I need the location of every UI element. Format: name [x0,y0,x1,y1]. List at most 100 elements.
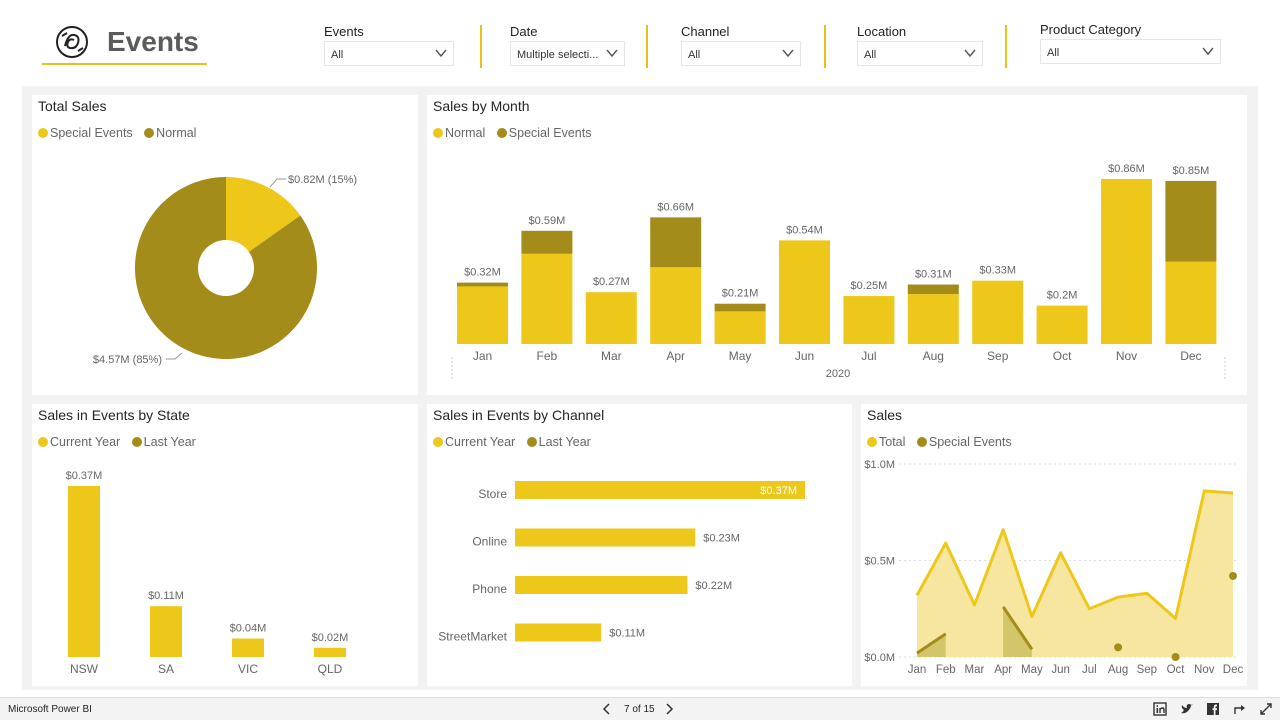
bar-current-year[interactable] [515,528,696,547]
card-sales-by-state[interactable]: Sales in Events by State Current Year La… [32,404,418,686]
leader-line [269,178,286,188]
point-special-events[interactable] [1229,571,1237,580]
column-chart: $0.37M NSW $0.11M SA $0.04M VIC $0.02M QLD [66,470,349,676]
legend-dot [38,437,48,447]
x-tick-label: SA [158,662,174,676]
bar-current-year[interactable] [150,606,182,657]
area-chart: $1.0M $0.5M $0.0M Jan Feb Mar Apr May Jun Jul Aug S… [864,459,1243,676]
legend-dot [867,437,877,447]
bar-current-year[interactable] [68,486,100,657]
data-label: $0.31M [915,269,952,281]
legend-item[interactable]: Normal [144,126,196,140]
legend-label: Last Year [538,435,591,449]
legend-dot [38,128,48,138]
data-label: $0.37M [66,470,103,482]
card-title: Sales in Events by Channel [433,407,605,423]
legend-dot [496,128,507,138]
bar-current-year[interactable] [515,576,688,594]
x-tick-label: Dec [1180,349,1201,363]
card-sales-by-month[interactable]: Sales by Month Normal Special Events $0.… [427,95,1247,395]
legend-item[interactable]: Special Events [916,435,1012,449]
bar-normal[interactable] [779,240,830,344]
chevron-down-icon [606,49,618,58]
slicer-product-category-dropdown[interactable]: All [1040,39,1221,64]
page-title: Events [107,26,199,57]
legend-item[interactable]: Special Events [38,126,133,140]
bar-normal[interactable] [650,267,702,344]
bar-current-year[interactable] [232,638,264,657]
legend: Current Year Last Year [38,435,204,449]
point-special-events[interactable] [1171,653,1180,661]
legend-item[interactable]: Special Events [496,126,591,140]
area-total[interactable] [917,491,1233,657]
donut-slice[interactable] [226,177,301,252]
legend-item[interactable]: Current Year [433,435,515,449]
legend-item[interactable]: Total [867,435,905,449]
legend-item[interactable]: Last Year [131,435,196,449]
linkedin-icon[interactable] [1153,702,1167,716]
card-sales-by-channel[interactable]: Sales in Events by Channel Current Year … [427,404,852,686]
slicer-location-dropdown[interactable]: All [857,41,983,66]
bar-normal[interactable] [521,253,573,344]
share-icon[interactable] [1233,702,1247,716]
x-tick-label: Apr [666,349,685,363]
chevron-right-icon[interactable] [664,703,674,715]
line-special-events[interactable] [916,632,947,655]
point-special-events[interactable] [1114,643,1123,652]
donut-slice[interactable] [135,177,317,359]
x-tick-label: Mar [601,349,622,363]
bar-current-year[interactable] [314,647,346,657]
fullscreen-icon[interactable] [1259,702,1273,716]
slicer-location-label: Location [857,24,907,39]
bar-special-events[interactable] [907,284,959,295]
page-indicator: 7 of 15 [624,704,655,715]
x-tick-label: Feb [936,664,956,676]
legend-item[interactable]: Current Year [38,435,120,449]
legend-label: Special Events [928,435,1012,449]
x-tick-label: May [1021,664,1043,676]
legend-dot [131,437,142,447]
bar-normal[interactable] [1165,261,1217,345]
bar-normal[interactable] [714,311,766,344]
data-label: $0.32M [464,267,501,279]
slicer-events-dropdown[interactable]: All [324,41,454,66]
chevron-left-icon[interactable] [602,703,612,715]
bar-normal[interactable] [843,296,895,344]
card-sales-area[interactable]: Sales Total Special Events $1.0M $0.5M $0.… [861,404,1247,686]
bar-normal[interactable] [1036,305,1088,344]
data-label: $0.33M [979,265,1016,277]
bar-normal[interactable] [585,292,637,344]
card-total-sales[interactable]: Total Sales Special Events Normal $0.82M… [32,95,418,395]
slicer-date-dropdown[interactable]: Multiple selecti... [510,41,625,66]
bar-special-events[interactable] [650,217,702,268]
x-tick-label: Jul [1082,664,1097,676]
slicer-separator [480,25,482,68]
bar-normal[interactable] [457,286,508,344]
legend: Total Special Events [867,435,1020,449]
line-special-events[interactable] [1001,605,1034,651]
legend-item[interactable]: Last Year [526,435,591,449]
bar-special-events[interactable] [1165,180,1217,262]
y-tick-label: Online [472,535,507,549]
slicer-date-label: Date [510,24,538,39]
bar-normal[interactable] [907,294,959,344]
chevron-down-icon [435,49,447,58]
slicer-channel-dropdown[interactable]: All [681,41,801,66]
legend-label: Last Year [143,435,196,449]
bar-special-events[interactable] [457,282,508,287]
facebook-icon[interactable] [1206,702,1220,716]
x-tick-label: Sep [1137,664,1157,676]
bar-normal[interactable] [1101,179,1152,344]
twitter-icon[interactable] [1180,702,1194,716]
leader-line [166,352,183,360]
slicer-product-category-label: Product Category [1040,22,1142,37]
bar-current-year[interactable] [515,481,805,499]
slicer-date-value: Multiple selecti... [517,49,599,61]
bar-current-year[interactable] [515,623,602,642]
bar-normal[interactable] [972,280,1024,344]
bar-special-events[interactable] [714,303,766,312]
line-total[interactable] [915,489,1234,620]
bar-special-events[interactable] [521,230,573,254]
data-label: $0.82M (15%) [288,174,357,186]
legend-item[interactable]: Normal [433,126,485,140]
